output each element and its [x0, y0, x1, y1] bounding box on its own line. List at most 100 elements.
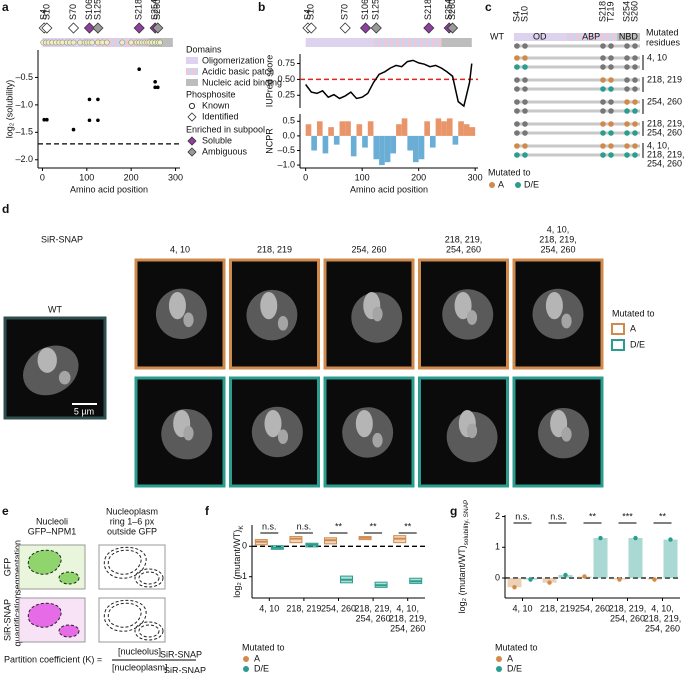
x-tick-label: 4, 10, [396, 603, 419, 613]
y-label-sub: solubility, SNAP [463, 500, 470, 546]
site-dot [632, 152, 638, 158]
site-dot [632, 43, 638, 49]
data-point [96, 97, 100, 102]
row-header: segmentation [12, 540, 22, 594]
ncpr-bar [390, 135, 397, 154]
site-label: S10 [519, 6, 529, 22]
significance: n.s. [297, 521, 312, 531]
phosphosite [67, 22, 80, 34]
legend-title: Mutated to [488, 167, 531, 177]
y-tick-label: 0 [242, 541, 247, 551]
wt-frame [3, 316, 107, 420]
x-tick-label: 254, 260 [575, 603, 610, 613]
site-label: S218 [597, 1, 607, 22]
x-tick-label: 218, 219, [644, 613, 682, 623]
legend-symbol [496, 666, 502, 672]
phosphosite [359, 22, 372, 34]
small-blob [58, 571, 80, 585]
legend-symbol [187, 112, 197, 122]
construct-bar [514, 65, 640, 69]
legend-symbol [611, 339, 625, 351]
known-site [119, 39, 126, 46]
legend-symbol [243, 666, 249, 672]
nucleolus [183, 312, 194, 328]
construct-bar [514, 100, 640, 104]
site-dot [514, 130, 520, 136]
site-dot [600, 77, 606, 83]
column-label: 218, 219, [445, 234, 483, 244]
iupred-line [305, 59, 473, 108]
site-dot [514, 108, 520, 114]
ncpr-bar [441, 121, 447, 136]
site-dot [632, 86, 638, 92]
frame [512, 376, 604, 488]
formula-subscript: SiR-SNAP [164, 665, 206, 673]
site-label: S70 [68, 4, 78, 20]
ncpr-bar [429, 135, 436, 148]
legend-title: Domains [186, 44, 222, 54]
group-label: 218, 219 [647, 74, 682, 84]
ncpr-bar [413, 135, 419, 163]
x-tick-label: 254, 260 [645, 623, 680, 633]
significance: *** [622, 511, 633, 521]
site-dot [600, 64, 606, 70]
group-label: 4, 10, [647, 140, 670, 150]
y-tick-label: 0.75 [277, 58, 295, 68]
channel-label: SiR-SNAP [41, 234, 83, 244]
y-tick-label: 0.50 [277, 74, 295, 84]
legend-swatch [186, 79, 198, 86]
ncpr-bar [424, 121, 430, 136]
legend-label: Nucleic acid binding [202, 77, 282, 87]
wt-label: WT [490, 31, 504, 41]
site-label: S254 [150, 0, 160, 20]
known-site [128, 39, 135, 46]
column-label: 4, 10, [547, 224, 570, 234]
x-tick-label: 218, 219, [609, 603, 647, 613]
x-tick-label: 300 [468, 172, 483, 182]
site-dot [514, 43, 520, 49]
known-site [70, 39, 77, 46]
domain-label: OD [533, 31, 547, 41]
bar [663, 539, 678, 579]
formula-numerator: [nucleolus] [118, 646, 161, 656]
significance: ** [335, 521, 343, 531]
construct-bar [514, 153, 640, 157]
site-dot [522, 108, 528, 114]
nucleolus [355, 409, 373, 438]
significance: n.s. [262, 521, 277, 531]
site-dot [632, 143, 638, 149]
site-dot [624, 152, 630, 158]
site-dot [632, 77, 638, 83]
y-label-main: log₂ (mutant/WT) [457, 545, 467, 613]
site-dot [624, 55, 630, 61]
site-label: S125 [371, 0, 381, 20]
site-dot [624, 86, 630, 92]
significance: ** [404, 521, 412, 531]
site-dot [608, 43, 614, 49]
y-tick-label: –1.5 [15, 127, 33, 137]
known-site [157, 39, 163, 46]
site-dot [624, 43, 630, 49]
y-tick-label: –1.0 [15, 99, 33, 109]
site-label: S106 [84, 0, 94, 20]
legend-swatch [186, 68, 198, 75]
legend-symbol [611, 323, 625, 335]
group-label: 254, 260 [647, 158, 682, 168]
mean-point [633, 535, 638, 541]
bar [593, 538, 608, 579]
legend-label: Acidic basic patch [202, 66, 274, 76]
bar [628, 538, 643, 579]
big-blob [27, 549, 62, 575]
site-dot [600, 108, 606, 114]
legend-symbol [188, 102, 196, 110]
domain [373, 38, 442, 47]
bar [542, 578, 557, 583]
x-tick-label: 254, 260 [356, 613, 391, 623]
legend-title: Mutated to [612, 308, 655, 318]
y-axis-label: log₂ (solubility) [4, 80, 14, 139]
legend-label: Soluble [202, 135, 232, 145]
big-blob [27, 602, 62, 628]
y-tick-label: –2.0 [15, 154, 33, 164]
nucleolus [37, 347, 57, 373]
